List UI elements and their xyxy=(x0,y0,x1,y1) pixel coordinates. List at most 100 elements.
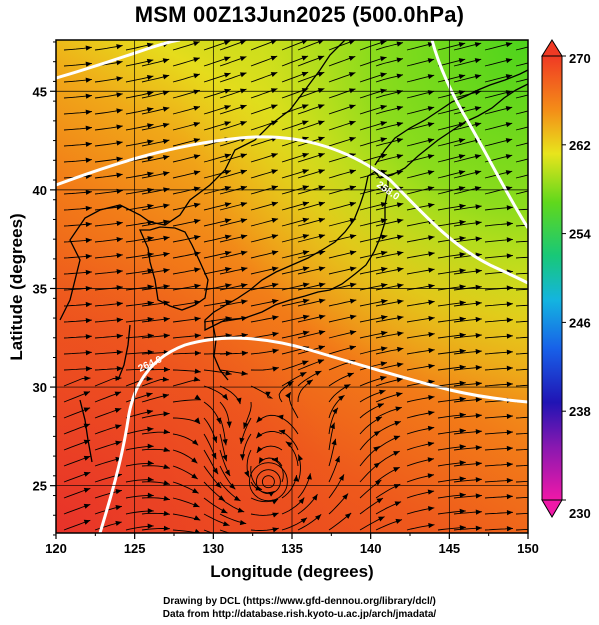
wind-arrowhead xyxy=(380,361,387,367)
wind-arrowhead xyxy=(239,56,247,62)
wind-arrowhead xyxy=(272,366,279,372)
wind-arrowhead xyxy=(314,371,322,376)
wind-arrowhead xyxy=(317,104,325,110)
wind-arrowhead xyxy=(147,123,154,129)
wind-arrowhead xyxy=(506,301,513,307)
wind-arrowhead xyxy=(163,203,170,209)
wind-arrowhead xyxy=(270,104,278,110)
colorbar-label: 270 xyxy=(569,51,591,66)
wind-arrowhead xyxy=(271,169,278,175)
wind-arrowhead xyxy=(224,121,231,127)
wind-arrowhead xyxy=(459,460,466,466)
wind-arrowhead xyxy=(223,56,231,62)
wind-arrowhead xyxy=(194,394,201,400)
isotherm-258 xyxy=(56,135,528,285)
wind-arrowhead xyxy=(396,234,404,240)
wind-arrowhead xyxy=(380,121,387,127)
wind-arrowhead xyxy=(474,170,482,176)
wind-arrowhead xyxy=(506,429,513,435)
wind-arrowhead xyxy=(428,235,435,241)
wind-arrowhead xyxy=(380,137,387,143)
streamline xyxy=(515,208,528,211)
wind-arrowhead xyxy=(459,396,466,402)
wind-arrowhead xyxy=(191,473,198,479)
isotherm-contours xyxy=(56,40,528,533)
wind-arrowhead xyxy=(302,201,309,207)
wind-arrowhead xyxy=(85,269,92,276)
wind-arrowhead xyxy=(271,153,278,158)
wind-arrowhead xyxy=(225,283,232,289)
wind-arrowhead xyxy=(475,220,482,226)
wind-arrowhead xyxy=(459,316,466,322)
wind-arrowhead xyxy=(220,508,228,514)
wind-arrowhead xyxy=(475,268,482,274)
cyclone-ring xyxy=(261,475,275,489)
wind-arrowhead xyxy=(233,495,241,501)
wind-arrowhead xyxy=(85,61,92,67)
wind-arrowhead xyxy=(397,331,404,337)
wind-arrowhead xyxy=(194,283,201,289)
wind-arrowhead xyxy=(224,469,231,477)
streamline xyxy=(203,529,214,533)
wind-arrowhead xyxy=(222,393,228,401)
wind-arrowhead xyxy=(475,525,482,531)
wind-arrowhead xyxy=(85,334,92,340)
wind-arrowhead xyxy=(374,480,382,486)
wind-arrowhead xyxy=(347,372,354,378)
wind-arrowhead xyxy=(271,201,278,207)
wind-arrowhead xyxy=(349,234,357,240)
wind-arrowhead xyxy=(506,461,513,468)
wind-arrowhead xyxy=(85,318,92,324)
wind-arrowhead xyxy=(162,74,170,80)
wind-arrowhead xyxy=(317,359,325,365)
wind-arrowhead xyxy=(428,522,435,529)
wind-arrowhead xyxy=(224,234,232,240)
wind-arrowhead xyxy=(459,219,466,225)
wind-arrowhead xyxy=(427,457,434,463)
wind-arrowhead xyxy=(427,74,435,80)
wind-arrowhead xyxy=(116,285,123,291)
wind-arrowhead xyxy=(216,417,222,424)
wind-arrowhead xyxy=(225,370,232,376)
wind-arrowhead xyxy=(83,503,91,509)
wind-arrowhead xyxy=(268,491,275,497)
streamline xyxy=(515,368,528,371)
x-axis-ticks: 120 125 130 135 140 145 150 xyxy=(45,533,539,556)
wind-arrowhead xyxy=(271,250,279,256)
wind-arrowhead xyxy=(427,106,435,112)
wind-arrowhead xyxy=(428,395,435,401)
wind-arrowhead xyxy=(83,487,91,493)
wind-arrowhead xyxy=(302,217,309,223)
wind-arrowhead xyxy=(147,300,154,306)
wind-arrowhead xyxy=(332,407,338,415)
wind-arrowhead xyxy=(349,201,356,207)
wind-arrowhead xyxy=(506,221,513,227)
wind-arrowhead xyxy=(271,282,279,288)
wind-arrowhead xyxy=(379,389,386,395)
wind-arrowhead xyxy=(301,71,309,77)
wind-arrowhead xyxy=(239,454,246,461)
wind-arrowhead xyxy=(147,316,154,323)
wind-arrowhead xyxy=(458,74,466,80)
wind-arrowhead xyxy=(475,397,482,403)
wind-arrowhead xyxy=(317,71,325,77)
wind-arrowhead xyxy=(147,171,154,177)
wind-arrowhead xyxy=(458,58,466,64)
plot-area xyxy=(56,40,528,533)
wind-arrowhead xyxy=(163,300,170,306)
wind-arrowhead xyxy=(163,316,170,322)
wind-arrowhead xyxy=(115,440,122,446)
wind-arrowhead xyxy=(393,451,400,456)
wind-arrowhead xyxy=(84,375,91,382)
wind-arrowhead xyxy=(505,154,513,160)
wind-arrowhead xyxy=(475,332,482,339)
wind-arrowhead xyxy=(147,333,154,339)
wind-arrowhead xyxy=(302,330,310,336)
wind-arrowhead xyxy=(146,409,154,415)
wind-arrowhead xyxy=(475,365,482,371)
wind-arrowhead xyxy=(396,57,403,63)
wind-arrowhead xyxy=(240,121,247,126)
wind-arrowhead xyxy=(349,185,356,191)
wind-arrowhead xyxy=(381,266,388,272)
wind-arrowhead xyxy=(85,77,92,83)
